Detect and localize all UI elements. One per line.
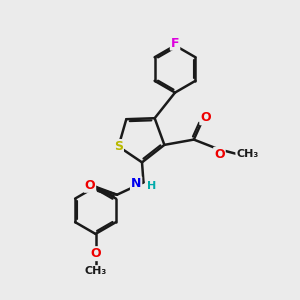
Text: O: O	[214, 148, 225, 161]
Text: O: O	[200, 111, 211, 124]
Text: O: O	[85, 179, 95, 192]
Text: CH₃: CH₃	[236, 149, 259, 159]
Text: F: F	[171, 37, 179, 50]
Text: N: N	[131, 177, 141, 190]
Text: O: O	[90, 247, 101, 260]
Text: H: H	[147, 181, 156, 191]
Text: S: S	[114, 140, 123, 153]
Text: CH₃: CH₃	[84, 266, 107, 276]
